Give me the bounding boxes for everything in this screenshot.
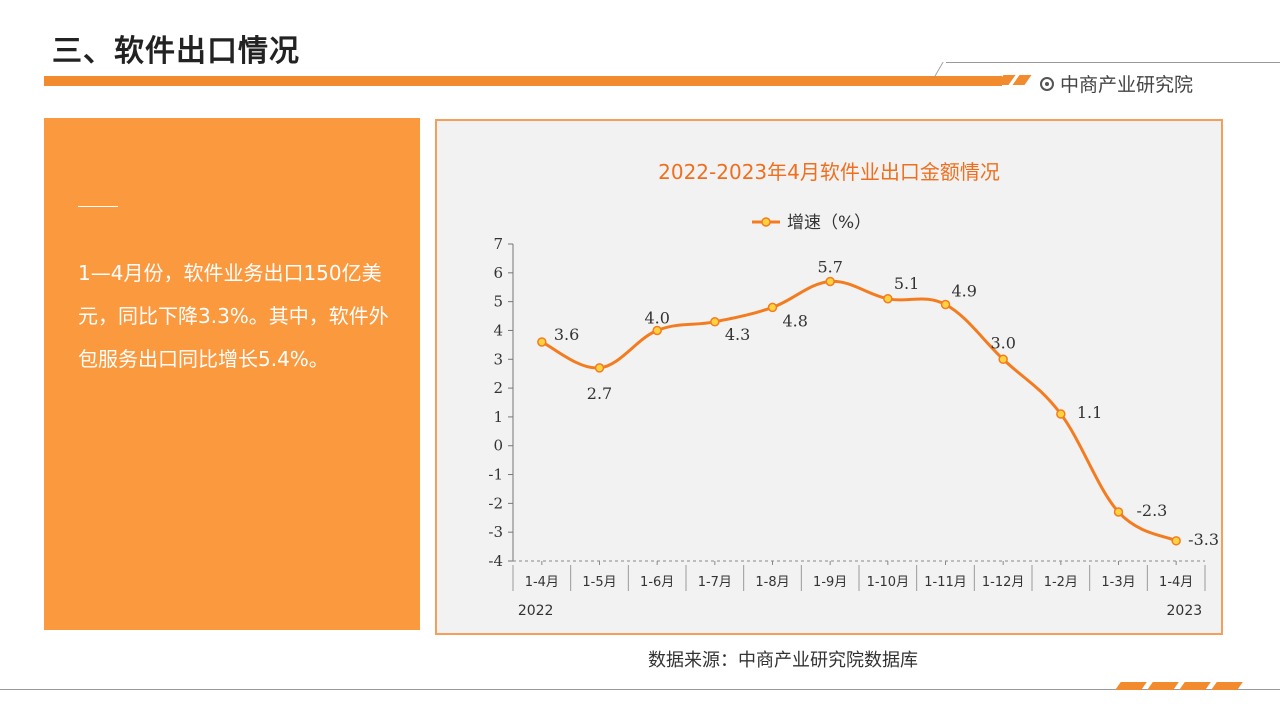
data-label: 3.6 xyxy=(554,325,579,344)
footer-divider xyxy=(0,689,1280,690)
data-point xyxy=(710,317,720,327)
x-tick-label: 1-4月 xyxy=(525,575,559,590)
y-tick-label: 1 xyxy=(493,408,503,426)
title-accent-bar xyxy=(44,76,1002,86)
chart-container: 2022-2023年4月软件业出口金额情况增速（%） -4 -3 -2 -1 0 1 2 3 4 5… xyxy=(435,119,1223,635)
data-label: 2.7 xyxy=(587,384,612,403)
data-point xyxy=(883,294,893,304)
data-point xyxy=(825,276,835,287)
x-tick-label: 1-5月 xyxy=(582,575,616,590)
data-point xyxy=(998,354,1008,365)
y-tick-label: 5 xyxy=(493,293,503,311)
x-tick-label: 1-2月 xyxy=(1044,575,1078,590)
x-tick-label: 1-9月 xyxy=(813,575,847,590)
x-tick-label: 1-11月 xyxy=(924,575,967,590)
y-tick-label: 0 xyxy=(493,437,503,455)
data-point xyxy=(1113,507,1124,517)
data-point xyxy=(767,302,778,313)
data-label: 1.1 xyxy=(1077,403,1102,422)
data-point xyxy=(594,363,605,373)
data-label: -3.3 xyxy=(1188,530,1219,549)
legend-marker xyxy=(761,217,771,227)
data-point xyxy=(1171,536,1181,546)
summary-text: 1—4月份，软件业务出口150亿美元，同比下降3.3%。其中，软件外包服务出口同… xyxy=(78,261,389,371)
y-tick-label: -4 xyxy=(488,552,503,570)
y-tick-label: 6 xyxy=(493,264,503,282)
year-label-end: 2023 xyxy=(1167,603,1203,619)
y-tick-label: 4 xyxy=(493,321,503,339)
data-label: 4.9 xyxy=(952,282,977,301)
year-label-start: 2022 xyxy=(518,603,554,619)
data-source: 数据来源：中商产业研究院数据库 xyxy=(648,650,918,671)
data-point xyxy=(652,325,662,336)
x-tick-label: 1-10月 xyxy=(867,575,910,590)
data-label: 5.7 xyxy=(817,257,842,276)
page-title: 三、软件出口情况 xyxy=(52,34,300,69)
data-point xyxy=(1056,409,1066,419)
data-label: 4.3 xyxy=(725,325,750,344)
x-tick-label: 1-12月 xyxy=(982,575,1025,590)
x-tick-label: 1-8月 xyxy=(755,575,789,590)
y-tick-label: 2 xyxy=(493,379,503,397)
data-label: -2.3 xyxy=(1137,501,1168,520)
brand-logo-icon xyxy=(1040,76,1054,91)
data-point xyxy=(940,299,951,310)
legend-label: 增速（%） xyxy=(787,213,871,233)
y-tick-label: -3 xyxy=(488,523,503,541)
y-tick-label: 3 xyxy=(493,350,503,368)
brand-name: 中商产业研究院 xyxy=(1060,74,1194,96)
y-tick-label: -2 xyxy=(488,494,503,512)
panel-divider xyxy=(78,206,118,207)
chart-title: 2022-2023年4月软件业出口金额情况 xyxy=(658,160,1000,184)
summary-panel: 1—4月份，软件业务出口150亿美元，同比下降3.3%。其中，软件外包服务出口同… xyxy=(44,118,420,630)
data-label: 4.8 xyxy=(783,311,808,330)
x-tick-label: 1-3月 xyxy=(1101,575,1135,590)
data-label: 5.1 xyxy=(894,274,919,293)
y-tick-label: -1 xyxy=(488,466,503,484)
data-label: 3.0 xyxy=(990,333,1015,352)
series-line-growth xyxy=(541,279,1177,543)
x-tick-label: 1-6月 xyxy=(640,575,674,590)
header-divider-line xyxy=(946,62,1280,63)
brand: 中商产业研究院 xyxy=(1040,70,1193,97)
data-point xyxy=(537,337,547,347)
y-tick-label: 7 xyxy=(493,235,503,253)
x-tick-label: 1-7月 xyxy=(698,575,732,590)
x-tick-label: 1-4月 xyxy=(1159,575,1193,590)
data-label: 4.0 xyxy=(644,308,669,327)
